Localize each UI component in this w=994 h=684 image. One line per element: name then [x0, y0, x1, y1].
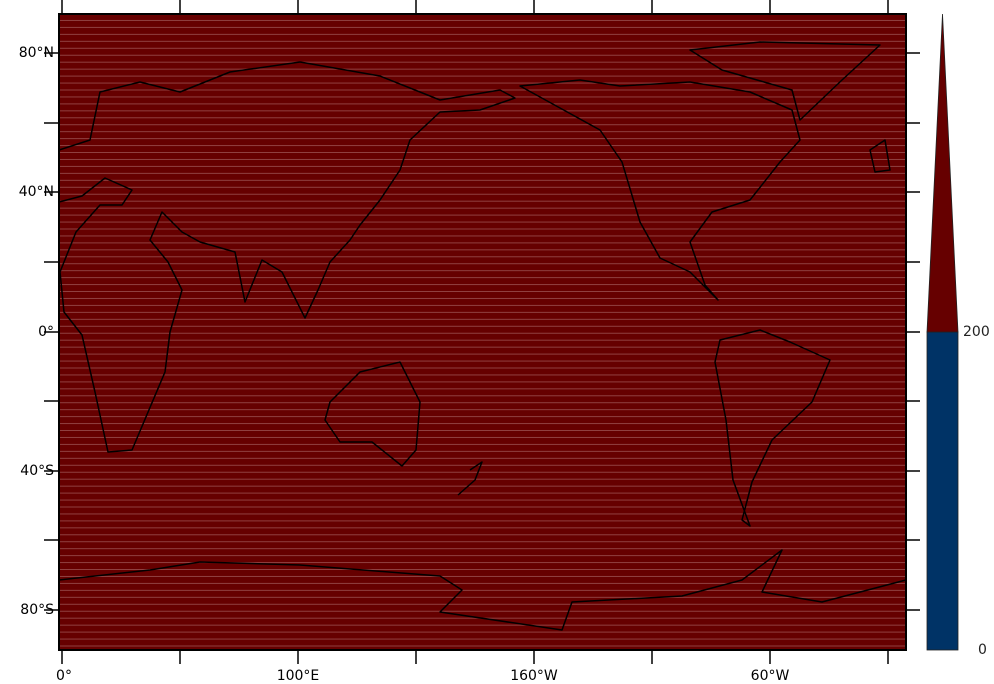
coastlines [59, 41, 906, 631]
colorbar-triangle-above-200 [926, 13, 959, 333]
coastline-uk [869, 139, 891, 173]
axis-ticks [44, 0, 920, 664]
coastline-south-america [714, 329, 831, 527]
coastline-antarctica [59, 549, 906, 631]
coastline-new-zealand [457, 461, 483, 496]
colorbar-label-0: 0 [978, 642, 987, 658]
colorbar-box-0-200 [926, 331, 959, 651]
lon-label-0: 0° [56, 668, 72, 684]
coastline-greenland [689, 41, 881, 121]
colorbar-label-200: 200 [963, 324, 990, 340]
lat-label-80s: 80°S [20, 602, 54, 618]
lon-label-160w: 160°W [510, 668, 558, 684]
lat-label-40s: 40°S [20, 463, 54, 479]
coastline-north-america [519, 79, 801, 301]
lat-label-40n: 40°N [18, 184, 54, 200]
coastline-australia [324, 361, 421, 467]
coastline-eurasia-africa [59, 61, 516, 453]
lon-label-60w: 60°W [750, 668, 790, 684]
colorbar [926, 13, 959, 651]
lon-label-100e: 100°E [276, 668, 320, 684]
lat-label-0: 0° [38, 324, 54, 340]
lat-label-80n: 80°N [18, 45, 54, 61]
